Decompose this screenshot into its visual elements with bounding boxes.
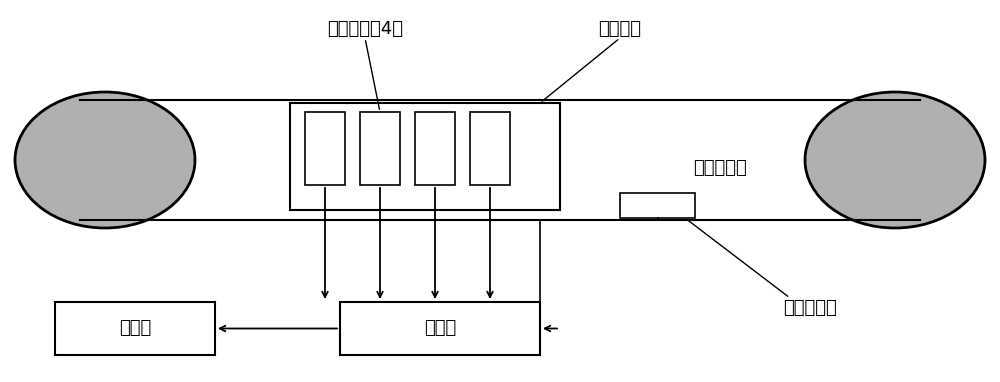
Text: 输煋主皮带: 输煋主皮带 — [693, 159, 747, 177]
Text: 变送器: 变送器 — [424, 319, 456, 337]
Text: 称重支架: 称重支架 — [598, 20, 642, 38]
Text: 称重传感噳4支: 称重传感噳4支 — [327, 20, 403, 38]
Bar — [470, 112, 510, 185]
Ellipse shape — [805, 92, 985, 228]
Bar — [340, 302, 540, 355]
Bar — [55, 302, 215, 355]
Bar — [290, 103, 560, 210]
Bar — [360, 112, 400, 185]
Bar — [620, 193, 695, 218]
Text: 积算器: 积算器 — [119, 319, 151, 337]
Bar — [415, 112, 455, 185]
Ellipse shape — [15, 92, 195, 228]
Text: 测速传感器: 测速传感器 — [783, 299, 837, 317]
Bar — [305, 112, 345, 185]
